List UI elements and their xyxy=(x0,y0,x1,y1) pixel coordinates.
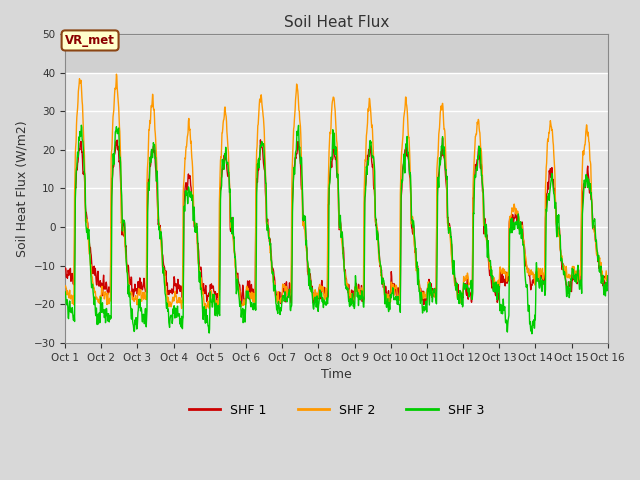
Legend: SHF 1, SHF 2, SHF 3: SHF 1, SHF 2, SHF 3 xyxy=(184,399,489,422)
X-axis label: Time: Time xyxy=(321,368,352,381)
Bar xyxy=(65,34,608,72)
Title: Soil Heat Flux: Soil Heat Flux xyxy=(284,15,389,30)
Text: VR_met: VR_met xyxy=(65,34,115,47)
Y-axis label: Soil Heat Flux (W/m2): Soil Heat Flux (W/m2) xyxy=(15,120,28,257)
